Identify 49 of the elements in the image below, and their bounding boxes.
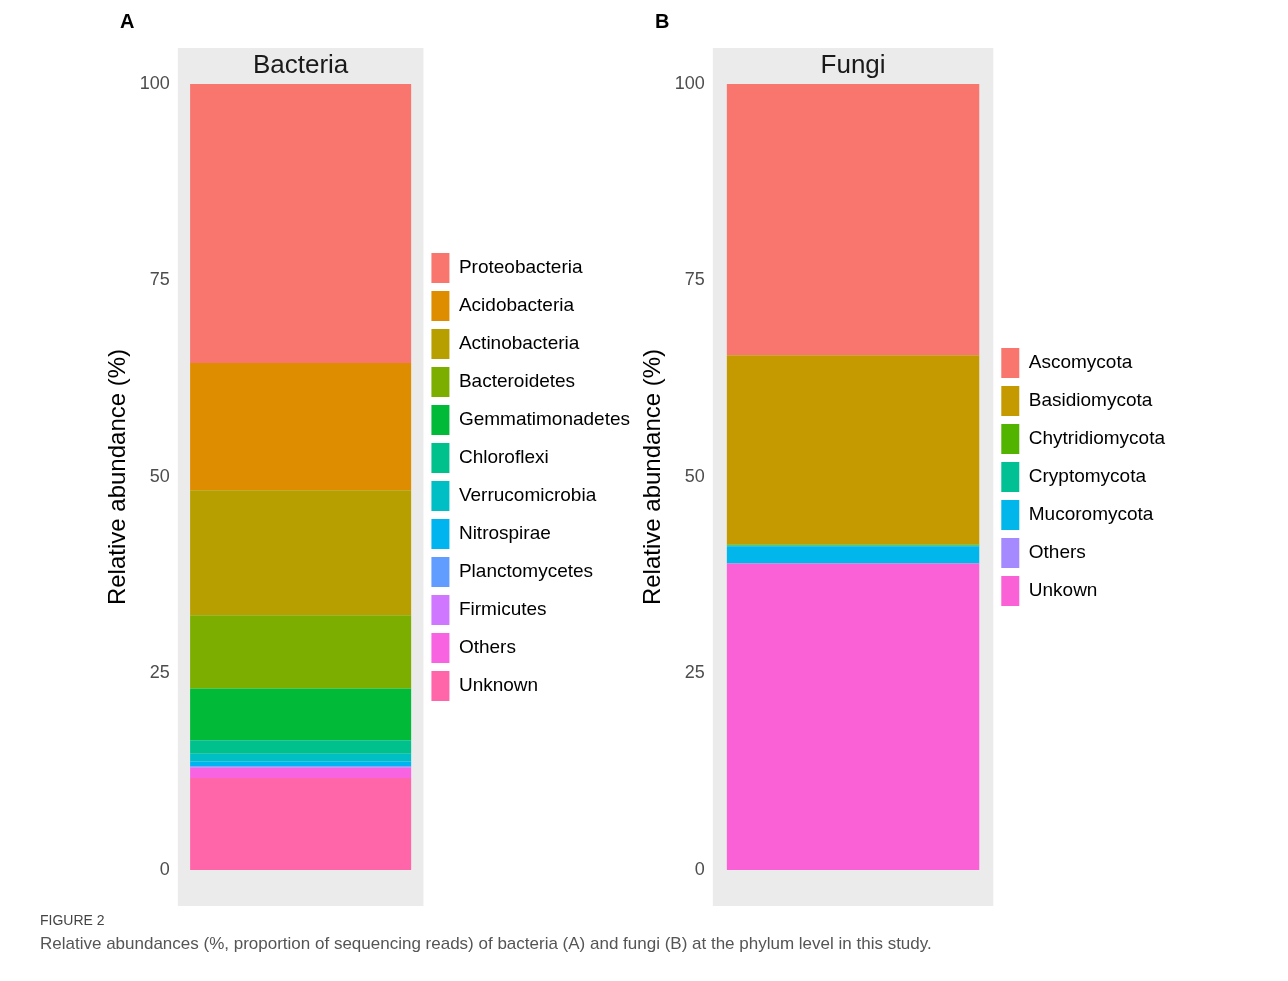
bar — [190, 84, 412, 364]
y-tick-label: 100 — [674, 72, 705, 93]
legend-label: Others — [458, 636, 516, 658]
legend-label: Gemmatimonadetes — [458, 408, 630, 430]
y-tick-label: 25 — [149, 662, 170, 683]
y-tick-label: 0 — [694, 858, 705, 879]
bar — [190, 778, 412, 870]
bar — [726, 546, 980, 564]
legend-label: Verrucomicrobia — [458, 484, 597, 506]
y-tick-label: 100 — [139, 72, 170, 93]
bar — [190, 615, 412, 689]
chart-title: Bacteria — [252, 49, 349, 80]
legend-label: Unknown — [458, 674, 539, 696]
bar — [190, 753, 412, 762]
legend-label: Actinobacteria — [458, 332, 580, 354]
bar — [190, 363, 412, 491]
y-axis-title: Relative abundance (%) — [103, 348, 131, 606]
bar — [190, 490, 412, 616]
legend-label: Chloroflexi — [458, 446, 549, 468]
legend-label: Cryptomycota — [1028, 465, 1147, 487]
caption: FIGURE 2 — [40, 912, 106, 928]
legend-label: Acidobacteria — [458, 294, 575, 316]
y-tick-label: 0 — [159, 858, 170, 879]
legend-label: Basidiomycota — [1028, 389, 1153, 411]
bar — [726, 84, 980, 356]
legend-label: Ascomycota — [1028, 351, 1133, 373]
y-tick-label: 75 — [684, 269, 705, 290]
bar — [190, 688, 412, 741]
y-tick-label: 50 — [684, 465, 705, 486]
legend-label: Firmicutes — [458, 598, 547, 620]
text: A — [120, 10, 135, 33]
legend-label: Chytridiomycota — [1028, 427, 1166, 449]
y-axis-title: Relative abundance (%) — [638, 348, 666, 606]
legend-label: Unkown — [1028, 579, 1098, 601]
chart-title: Fungi — [820, 49, 886, 80]
text: B — [655, 10, 670, 33]
legend-label: Planctomycetes — [458, 560, 594, 582]
y-tick-label: 75 — [149, 269, 170, 290]
bar — [190, 740, 412, 754]
legend-label: Proteobacteria — [458, 256, 583, 278]
bar — [726, 355, 980, 545]
text: Relative abundances (%, proportion of sequencing reads) of bacteria (A) and fungi (B) at the phylum level in this study. — [40, 934, 932, 954]
y-tick-label: 25 — [684, 662, 705, 683]
legend-label: Bacteroidetes — [458, 370, 576, 392]
bar — [190, 767, 412, 779]
legend-label: Others — [1028, 541, 1086, 563]
legend-label: Nitrospirae — [458, 522, 551, 544]
legend-label: Mucoromycota — [1028, 503, 1154, 525]
y-tick-label: 50 — [149, 465, 170, 486]
